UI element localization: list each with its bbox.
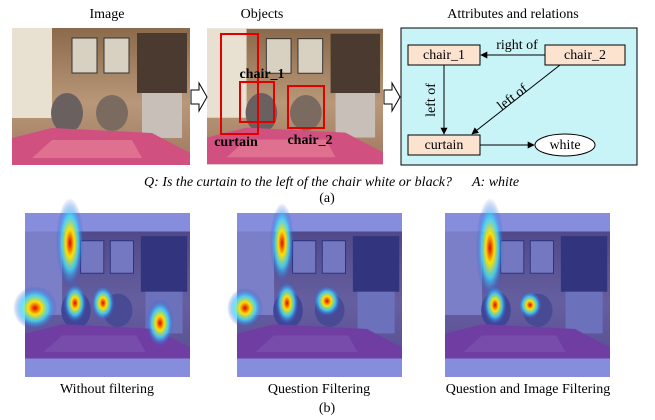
caption: (a) bbox=[319, 191, 335, 206]
node-label: chair_2 bbox=[564, 48, 606, 63]
heatmap bbox=[227, 203, 402, 377]
node-label: white bbox=[549, 138, 580, 153]
flow-arrow bbox=[384, 83, 400, 111]
caption-label: Without filtering bbox=[60, 382, 154, 397]
object-label: chair_2 bbox=[287, 133, 332, 148]
header: Objects bbox=[241, 7, 284, 22]
heatmap bbox=[445, 198, 610, 377]
photo bbox=[12, 28, 190, 165]
node-label: curtain bbox=[425, 138, 464, 153]
caption: (b) bbox=[319, 401, 336, 416]
node-label: chair_1 bbox=[423, 48, 465, 63]
header: Attributes and relations bbox=[447, 7, 578, 22]
caption-label: Question Filtering bbox=[268, 382, 370, 397]
heatmap bbox=[13, 198, 190, 377]
object-label: curtain bbox=[214, 135, 258, 150]
figure: Image Objects Attributes and relations c… bbox=[0, 0, 655, 420]
question: Q: Is the curtain to the left of the cha… bbox=[144, 175, 452, 190]
object-label: chair_1 bbox=[239, 67, 284, 82]
edge-label: right of bbox=[496, 38, 538, 53]
caption-label: Question and Image Filtering bbox=[446, 382, 610, 397]
answer: A: white bbox=[471, 175, 519, 190]
header: Image bbox=[90, 7, 125, 22]
edge-label: left of bbox=[424, 83, 439, 117]
flow-arrow bbox=[191, 83, 207, 111]
